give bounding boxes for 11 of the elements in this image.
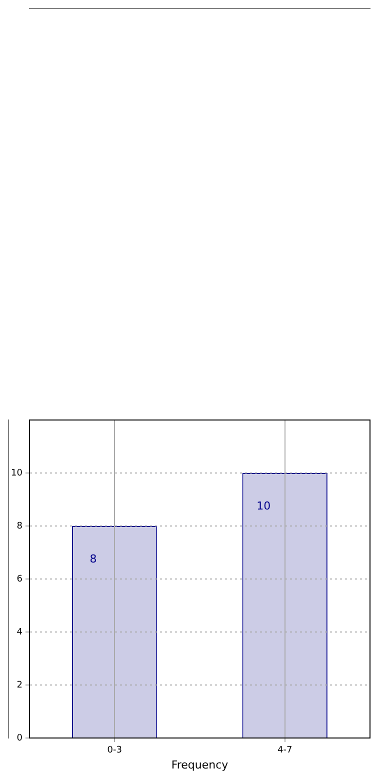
x-tick-label: 4-7 [278,746,292,756]
y-tick-label: 2 [16,680,22,690]
y-tick-label: 0 [16,733,23,744]
data-label: 8 [90,552,97,566]
x-axis-title: Frequency [171,758,229,772]
x-tick-label: 0-3 [107,746,122,756]
y-tick-label: 6 [16,574,23,584]
y-tick-label: 8 [16,521,23,532]
data-label: 10 [256,499,271,512]
y-tick-label: 4 [16,627,23,638]
y-tick-label: 10 [11,468,23,478]
